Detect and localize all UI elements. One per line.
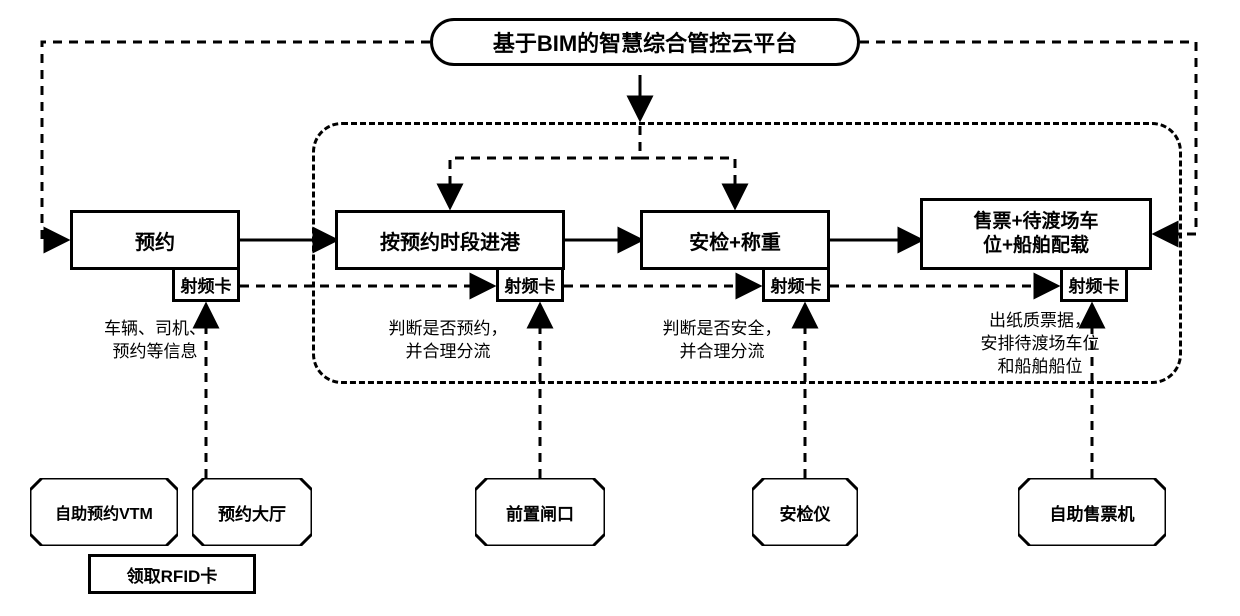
gate-box: 前置闸口: [475, 478, 605, 546]
ticket-info: 出纸质票据， 安排待渡场车位 和船舶船位: [930, 310, 1150, 379]
hall-label: 预约大厅: [218, 500, 286, 525]
check-box: 安检+称重: [640, 210, 830, 270]
reserve-box: 预约: [70, 210, 240, 270]
reserve-label: 预约: [135, 226, 175, 255]
check-info: 判断是否安全， 并合理分流: [622, 318, 822, 364]
rfid-label: 领取RFID卡: [127, 562, 218, 587]
ticket-label-2: 位+船舶配载: [983, 234, 1089, 258]
enter-info: 判断是否预约， 并合理分流: [348, 318, 548, 364]
ticket-box: 售票+待渡场车 位+船舶配载: [920, 198, 1152, 270]
title-pill: 基于BIM的智慧综合管控云平台: [430, 18, 860, 66]
kiosk-box: 自助售票机: [1018, 478, 1166, 546]
enter-box: 按预约时段进港: [335, 210, 565, 270]
vtm-label: 自助预约VTM: [55, 500, 153, 524]
diagram-canvas: 基于BIM的智慧综合管控云平台 预约 射频卡 按预约时段进港 射频卡 安检+称重…: [0, 0, 1240, 616]
rfid-box: 领取RFID卡: [88, 554, 256, 594]
enter-label: 按预约时段进港: [380, 226, 520, 255]
scanner-label: 安检仪: [780, 500, 831, 525]
ticket-tag: 射频卡: [1060, 270, 1128, 302]
enter-tag: 射频卡: [496, 270, 564, 302]
vtm-box: 自助预约VTM: [30, 478, 178, 546]
check-label: 安检+称重: [689, 226, 781, 255]
ticket-label-1: 售票+待渡场车: [973, 210, 1098, 234]
kiosk-label: 自助售票机: [1050, 500, 1135, 525]
reserve-tag: 射频卡: [172, 270, 240, 302]
hall-box: 预约大厅: [192, 478, 312, 546]
gate-label: 前置闸口: [506, 500, 574, 525]
reserve-info: 车辆、司机、 预约等信息: [70, 318, 240, 364]
scanner-box: 安检仪: [752, 478, 858, 546]
title-text: 基于BIM的智慧综合管控云平台: [493, 26, 797, 58]
check-tag: 射频卡: [762, 270, 830, 302]
